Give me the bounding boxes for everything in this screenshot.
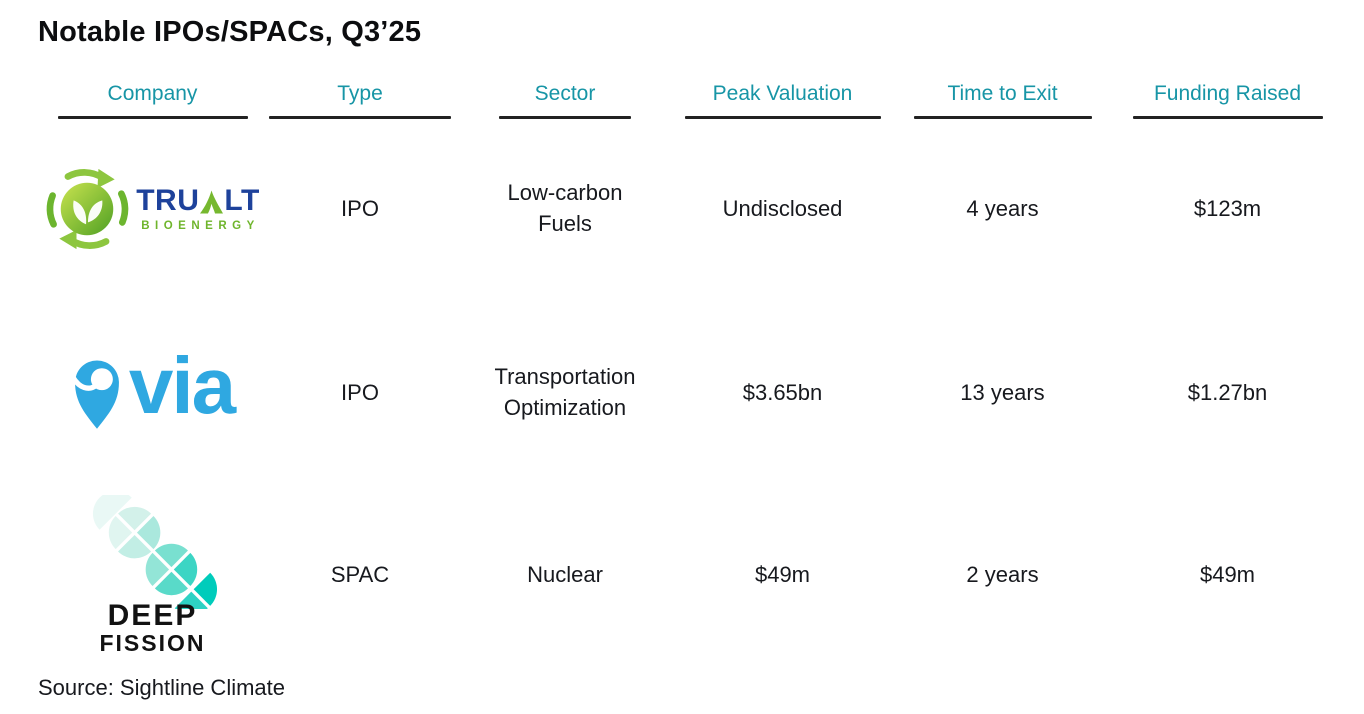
column-header-type: Type [265, 81, 455, 119]
sector-line: Low-carbon [507, 180, 623, 206]
table-row-2-company-logo: via [40, 299, 265, 487]
column-header-sector: Sector [455, 81, 675, 119]
deep-fission-line2: FISSION [99, 630, 206, 656]
table-row-2-type: IPO [341, 379, 379, 405]
trualt-leaf-a-icon [200, 190, 224, 214]
deep-fission-line1: DEEP [107, 599, 198, 632]
header-underline [1132, 116, 1323, 119]
column-header-funding-raised: Funding Raised [1115, 81, 1340, 119]
header-underline [57, 116, 248, 119]
table-row-2-funding-raised: $1.27bn [1187, 379, 1268, 405]
column-header-label: Company [107, 82, 198, 105]
via-wordmark: via [128, 341, 236, 430]
trualt-subtext: BIOENERGY [141, 220, 260, 233]
trualt-wordmark: TRU LT BIOENERGY [136, 184, 260, 234]
column-header-peak-valuation: Peak Valuation [675, 81, 890, 119]
column-header-label: Time to Exit [947, 82, 1058, 105]
sector-line: Transportation [494, 364, 636, 390]
header-underline [684, 116, 881, 119]
trualt-recycle-leaf-icon [46, 168, 129, 250]
ipo-table: Company Type Sector Peak Valuation Time … [40, 81, 1340, 663]
table-row-1-sector: Low-carbon Fuels [455, 119, 675, 299]
table-row-2-time-to-exit: 13 years [960, 379, 1045, 405]
via-map-pin-icon [70, 360, 119, 429]
column-header-label: Funding Raised [1153, 82, 1302, 105]
source-attribution: Source: Sightline Climate [38, 675, 286, 700]
table-row-3-company-logo: DEEP FISSION [40, 487, 265, 663]
table-row-1-time-to-exit: 4 years [966, 195, 1039, 221]
sector-text: Transportation Optimization [494, 362, 635, 424]
deep-fission-petals-icon [92, 495, 217, 609]
column-header-label: Type [337, 82, 383, 105]
table-row-3-peak-valuation: $49m [754, 561, 811, 587]
column-header-time-to-exit: Time to Exit [890, 81, 1115, 119]
table-row-2-peak-valuation: $3.65bn [742, 379, 823, 405]
sector-text: Low-carbon Fuels [508, 178, 623, 240]
table-row-3-type: SPAC [330, 561, 390, 587]
deep-fission-logo: DEEP FISSION [74, 495, 232, 655]
trualt-word-pre: TRU [136, 184, 200, 218]
column-header-label: Sector [534, 82, 596, 105]
table-row-3-funding-raised: $49m [1199, 561, 1256, 587]
header-underline [913, 116, 1092, 119]
sector-line: Fuels [538, 211, 592, 236]
table-row-3-sector: Nuclear [527, 561, 603, 587]
column-header-company: Company [40, 81, 265, 119]
trualt-word: TRU LT [136, 184, 260, 218]
table-row-1-peak-valuation: Undisclosed [722, 195, 843, 221]
trualt-bioenergy-logo: TRU LT BIOENERGY [45, 167, 260, 251]
trualt-word-post: LT [224, 184, 260, 218]
sector-line: Optimization [503, 395, 627, 420]
column-header-label: Peak Valuation [712, 82, 853, 105]
header-underline [499, 116, 631, 119]
page-title: Notable IPOs/SPACs, Q3’25 [38, 16, 422, 48]
table-row-3-time-to-exit: 2 years [966, 561, 1039, 587]
deep-fission-wordmark: DEEP FISSION [99, 599, 206, 656]
via-logo: via [70, 341, 236, 432]
table-row-1-company-logo: TRU LT BIOENERGY [40, 119, 265, 299]
table-row-1-funding-raised: $123m [1193, 195, 1262, 221]
header-underline [269, 116, 451, 119]
table-row-1-type: IPO [341, 195, 379, 221]
table-row-2-sector: Transportation Optimization [455, 299, 675, 487]
